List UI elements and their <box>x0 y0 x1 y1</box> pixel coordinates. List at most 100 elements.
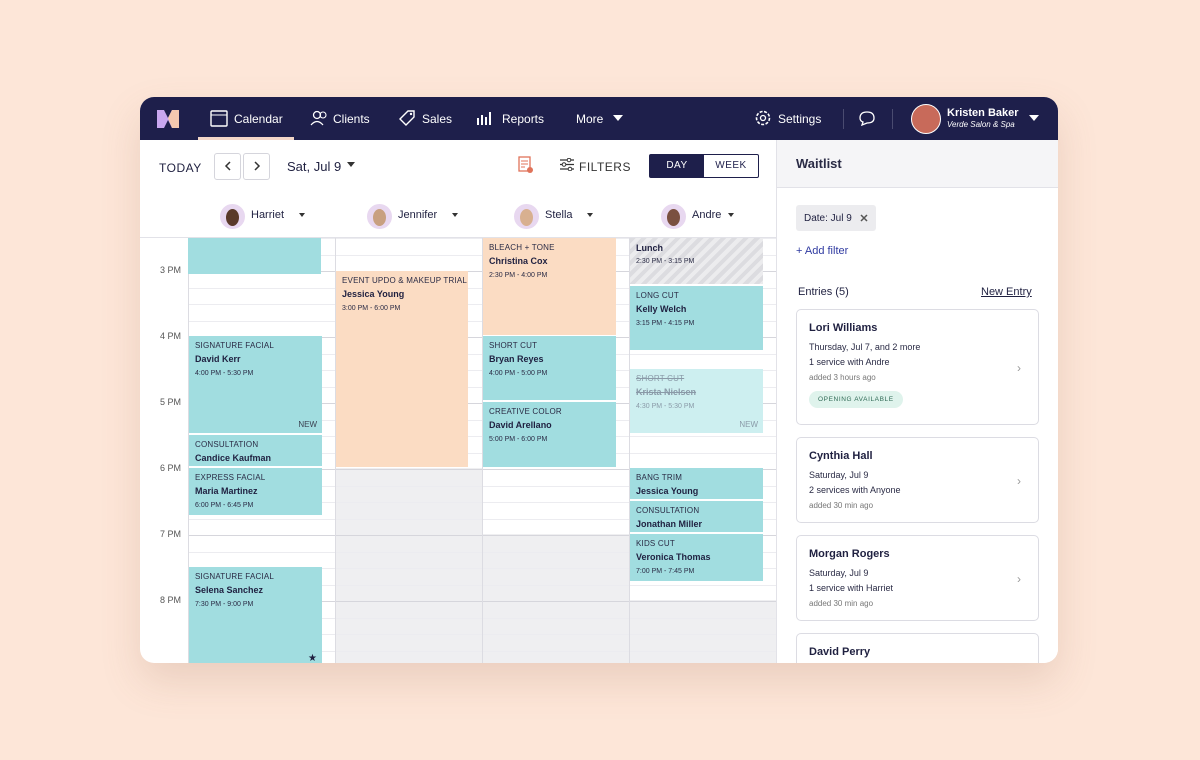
service-name: LONG CUT <box>636 291 679 300</box>
star-icon: ★ <box>308 653 317 663</box>
client-name: Maria Martinez <box>195 486 258 496</box>
divider <box>140 237 776 238</box>
nav-item[interactable]: Reports <box>502 112 545 126</box>
calendar-grid: 3 PM 4 PM 5 PM 6 PM 7 PM 8 PM SIGNATURE FACIAL… <box>140 238 776 663</box>
week-view[interactable]: WEEK <box>715 160 747 171</box>
user-avatar[interactable] <box>911 104 941 134</box>
entry-service: 2 services with Anyone <box>809 485 901 495</box>
nav-item[interactable]: Calendar <box>234 112 283 126</box>
waitlist-title: Waitlist <box>796 156 842 171</box>
client-name: Jessica Young <box>342 289 405 299</box>
new-entry[interactable]: New Entry <box>981 286 1032 298</box>
nav-bar: Kristen Baker Verde Salon & Spa Calendar… <box>140 97 1058 140</box>
today-button[interactable]: TODAY <box>159 161 202 175</box>
appointment-time: 4:00 PM - 5:00 PM <box>489 370 548 377</box>
nav-settings[interactable]: Settings <box>778 112 822 126</box>
client-name: Christina Cox <box>489 256 548 266</box>
view-toggle: DAY WEEK <box>649 154 759 178</box>
client-name: Lunch <box>636 243 663 253</box>
appointment[interactable]: BANG TRIM Jessica Young <box>630 468 763 500</box>
staff-row: Harriet Jennifer Stella Andre <box>140 192 776 238</box>
nav-item[interactable]: Sales <box>422 112 453 126</box>
column-line <box>629 238 630 663</box>
divider <box>892 109 893 129</box>
day-view[interactable]: DAY <box>650 155 704 177</box>
waitlist-header <box>777 140 1058 188</box>
appointment[interactable]: SHORT CUT Krista Nielsen 4:30 PM - 5:30 PM… <box>630 369 763 434</box>
client-name: David Kerr <box>195 354 241 364</box>
waitlist-card[interactable]: Lori Williams Thursday, Jul 7, and 2 more… <box>796 309 1039 425</box>
unavailable <box>335 468 482 663</box>
waitlist-card[interactable]: Morgan Rogers Saturday, Jul 9 1 service wi… <box>796 535 1039 621</box>
prev-button[interactable] <box>214 153 241 180</box>
column-line <box>188 238 189 663</box>
nav-item[interactable]: More <box>576 112 604 126</box>
appointment-time: 3:00 PM - 6:00 PM <box>342 305 401 312</box>
appointment-time: 6:00 PM - 6:45 PM <box>195 502 254 509</box>
client-name: Krista Nielsen <box>636 387 697 397</box>
date-picker[interactable]: Sat, Jul 9 <box>287 159 342 174</box>
time-label: 5 PM <box>159 397 181 407</box>
chevron: › <box>1017 361 1021 375</box>
service-name: CONSULTATION <box>195 440 259 449</box>
service-name: SIGNATURE FACIAL <box>195 341 275 350</box>
next-button[interactable] <box>243 153 270 180</box>
appointment[interactable]: CONSULTATION Jonathan Miller <box>630 501 763 533</box>
reports-icon <box>477 112 491 125</box>
user-org: Verde Salon & Spa <box>947 120 1015 129</box>
service-name: SIGNATURE FACIAL <box>195 572 275 581</box>
appointment[interactable]: CREATIVE COLOR David Arellano 5:00 PM - 6:… <box>483 402 616 468</box>
staff-name[interactable]: Stella <box>545 209 573 221</box>
filter-chip[interactable]: Date: Jul 9 <box>796 205 876 231</box>
staff-name[interactable]: Andre <box>692 209 722 221</box>
appointment-time: 7:30 PM - 9:00 PM <box>195 601 254 608</box>
staff-name[interactable]: Jennifer <box>398 209 438 221</box>
appointment[interactable]: SHORT CUT Bryan Reyes 4:00 PM - 5:00 PM <box>483 336 616 401</box>
remove-icon[interactable] <box>860 214 868 222</box>
staff-name[interactable]: Harriet <box>251 209 285 221</box>
service-name: BANG TRIM <box>636 473 683 482</box>
client-name: Kelly Welch <box>636 304 687 314</box>
appointment-time: 5:00 PM - 6:00 PM <box>489 436 548 443</box>
badge: OPENING AVAILABLE <box>809 391 903 408</box>
staff-avatar <box>220 204 245 229</box>
entry-name: Morgan Rogers <box>809 548 890 560</box>
service-name: CONSULTATION <box>636 506 700 515</box>
appointment[interactable]: EVENT UPDO & MAKEUP TRIAL Jessica Young 3:… <box>336 271 468 468</box>
client-name: Jonathan Miller <box>636 519 703 529</box>
tag: NEW <box>298 420 317 429</box>
entry-date: Thursday, Jul 7, and 2 more <box>809 342 921 352</box>
entry-name: Lori Williams <box>809 322 878 334</box>
service-name: KIDS CUT <box>636 539 675 548</box>
clients-icon <box>310 110 327 126</box>
settings-icon <box>755 110 771 126</box>
service-name: EXPRESS FACIAL <box>195 473 266 482</box>
appointment[interactable]: BLEACH + TONE Christina Cox 2:30 PM - 4:00… <box>483 238 616 336</box>
client-name: Jessica Young <box>636 486 699 496</box>
appointment[interactable]: Lunch 2:30 PM - 3:15 PM <box>630 238 763 285</box>
waitlist-card[interactable]: Cynthia Hall Saturday, Jul 9 2 services wi… <box>796 437 1039 523</box>
appointment[interactable]: EXPRESS FACIAL Maria Martinez 6:00 PM - 6:… <box>189 468 322 516</box>
appointment[interactable]: LONG CUT Kelly Welch 3:15 PM - 4:15 PM <box>630 286 763 351</box>
appointment[interactable]: SIGNATURE FACIAL Selena Sanchez 7:30 PM - … <box>189 567 322 663</box>
nav-item[interactable]: Clients <box>333 112 370 126</box>
service-name: BLEACH + TONE <box>489 243 555 252</box>
calendar-icon <box>210 110 228 127</box>
add-filter[interactable]: + Add filter <box>796 245 849 257</box>
chevron: › <box>1017 474 1021 488</box>
caret <box>586 213 593 217</box>
filters-button[interactable]: FILTERS <box>579 160 631 174</box>
appointment[interactable]: SIGNATURE FACIAL David Kerr 4:00 PM - 5:30… <box>189 336 322 434</box>
logo <box>157 110 179 128</box>
appointment-time: 2:30 PM - 4:00 PM <box>489 272 548 279</box>
print-icon[interactable] <box>518 156 534 174</box>
chat-icon[interactable] <box>858 110 876 126</box>
waitlist-card[interactable]: David Perry <box>796 633 1039 663</box>
filter-icon <box>560 158 574 171</box>
appointment-time: 3:15 PM - 4:15 PM <box>636 320 695 327</box>
entries-label: Entries (5) <box>798 286 849 298</box>
appointment[interactable]: KIDS CUT Veronica Thomas 7:00 PM - 7:45 PM <box>630 534 763 582</box>
column-line <box>482 238 483 663</box>
appointment[interactable]: CONSULTATION Candice Kaufman <box>189 435 322 467</box>
time-label: 4 PM <box>159 331 181 341</box>
